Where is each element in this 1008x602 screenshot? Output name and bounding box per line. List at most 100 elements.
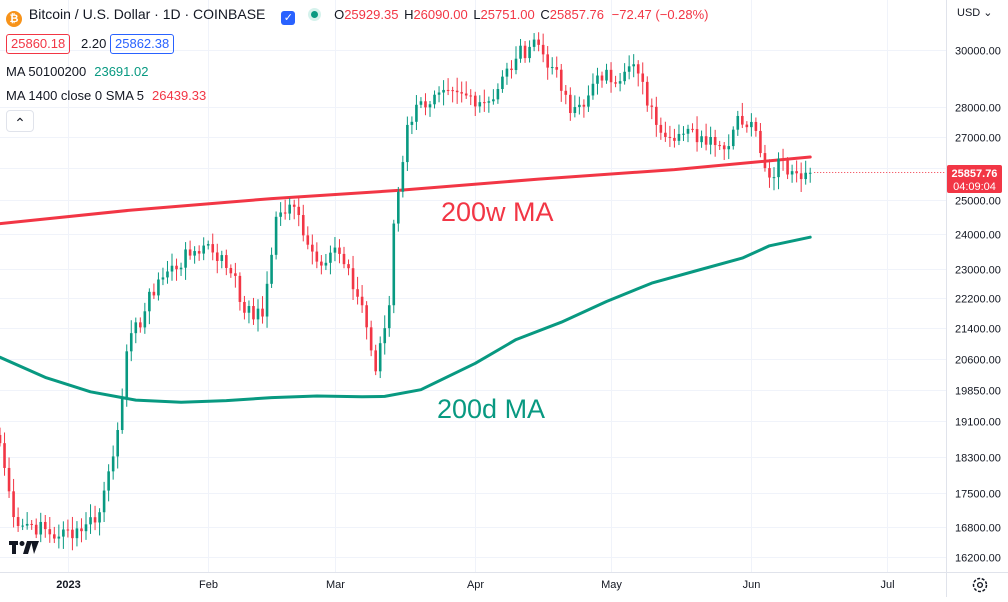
candle-body — [311, 244, 314, 252]
price-tick-label: 18300.00 — [955, 453, 1001, 465]
candle — [591, 73, 595, 100]
candle-body — [799, 173, 803, 180]
candle — [691, 123, 694, 133]
candle-body — [532, 39, 536, 47]
last-price-value: 25857.76 — [952, 168, 998, 180]
candle-body — [252, 306, 255, 320]
candle-body — [650, 105, 654, 107]
candle-body — [80, 528, 83, 532]
grid-layer — [0, 0, 946, 572]
candle — [356, 276, 359, 305]
candle — [505, 62, 509, 85]
candle — [261, 296, 264, 324]
candle-body — [713, 137, 717, 146]
candle-body — [53, 534, 56, 539]
candle-body — [116, 430, 119, 457]
candle-body — [419, 101, 423, 105]
candle — [401, 155, 405, 198]
candle-body — [206, 244, 210, 246]
candle — [62, 521, 65, 549]
candle-body — [673, 137, 676, 141]
candle — [274, 211, 278, 260]
ma-200w-layer — [0, 155, 812, 226]
last-price-label: 25857.76 04:09:04 — [947, 165, 1002, 193]
candle-body — [587, 95, 590, 107]
candle-body — [315, 251, 319, 262]
tradingview-logo[interactable] — [9, 541, 39, 554]
candle — [727, 134, 731, 160]
candle-body — [428, 104, 432, 108]
candle — [550, 57, 554, 75]
candle — [338, 239, 341, 264]
candle-body — [727, 146, 731, 150]
settings-gear-icon[interactable] — [972, 577, 988, 593]
price-axis: 16200.00 16800.00 17500.00 18300.00 19100.00… — [955, 46, 1001, 565]
candle-body — [659, 124, 663, 133]
candle-body — [790, 171, 794, 175]
candle — [555, 56, 559, 78]
candle — [700, 130, 703, 148]
currency-menu[interactable]: USD ⌄ — [957, 7, 993, 19]
indicator-value: 26439.33 — [152, 88, 207, 103]
candle — [342, 246, 346, 269]
candle — [419, 97, 423, 109]
price-tick-label: 23000.00 — [955, 265, 1001, 277]
candle-body — [437, 92, 441, 95]
candle-body — [451, 90, 454, 92]
candle — [464, 81, 468, 99]
ask-box[interactable]: 25862.38 — [110, 34, 175, 54]
symbol-title[interactable]: Bitcoin / U.S. Dollar · 1D · COINBASE — [28, 6, 266, 22]
candle — [292, 199, 296, 220]
candle — [582, 99, 586, 118]
candle — [442, 80, 445, 106]
last-price-countdown: 04:09:04 — [953, 181, 996, 193]
price-tick-label: 25000.00 — [955, 196, 1001, 208]
candle-body — [188, 249, 192, 256]
candle-body — [763, 153, 767, 169]
candle-body — [546, 54, 549, 68]
candle — [21, 518, 24, 531]
price-tick-label: 19850.00 — [955, 386, 1001, 398]
candle-body — [356, 289, 359, 297]
candle-body — [478, 102, 482, 107]
bid-box[interactable]: 25860.18 — [6, 34, 71, 54]
ohlc-open: 25929.35 — [344, 7, 399, 22]
candle — [713, 129, 717, 157]
candle — [777, 152, 780, 190]
candle-body — [369, 327, 373, 351]
collapse-legend-button[interactable]: ⌃ — [6, 110, 34, 132]
candle — [718, 140, 721, 151]
candle-body — [261, 308, 264, 317]
candle — [243, 295, 246, 320]
candle — [148, 288, 151, 325]
candle — [75, 521, 79, 547]
candle — [804, 160, 807, 185]
candle — [125, 344, 129, 407]
candle-body — [107, 471, 110, 491]
ma-200d-line — [0, 235, 812, 404]
candle — [66, 519, 70, 538]
indicator-ma-50100200[interactable]: MA 50100200 23691.02 — [6, 64, 148, 79]
candle-body — [397, 191, 400, 224]
candle — [768, 159, 771, 188]
candle-body — [238, 275, 242, 302]
candle-body — [342, 253, 346, 265]
candle — [333, 237, 337, 262]
candle — [365, 301, 368, 340]
candle — [188, 240, 192, 260]
candle — [369, 320, 373, 357]
chart-header: ₿ Bitcoin / U.S. Dollar · 1D · COINBASE … — [6, 6, 709, 27]
candle — [750, 113, 753, 137]
candle-body — [401, 162, 405, 192]
candle-body — [247, 306, 251, 313]
candle-body — [84, 524, 88, 532]
candle — [378, 336, 382, 379]
candle — [175, 258, 178, 281]
checkbox-icon[interactable]: ✓ — [281, 11, 296, 25]
candle-body — [777, 158, 780, 178]
candle-body — [596, 75, 599, 84]
indicator-ma-1400[interactable]: MA 1400 close 0 SMA 5 26439.33 — [6, 88, 206, 103]
candle-body — [736, 115, 740, 130]
candle-body — [664, 132, 667, 137]
